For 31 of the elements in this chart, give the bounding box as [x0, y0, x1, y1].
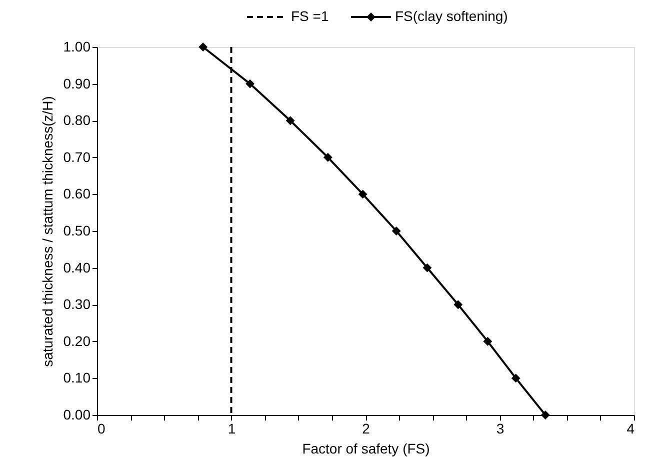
y-tick-label: 0.10	[63, 370, 91, 386]
y-tick-label: 0.30	[63, 296, 91, 312]
x-tick-label: 3	[496, 420, 504, 436]
y-tick-label: 0.60	[63, 186, 91, 202]
point	[392, 226, 401, 236]
point	[358, 190, 368, 199]
legend-label: FS =1	[291, 8, 329, 24]
point	[483, 336, 492, 346]
legend-label: FS(clay softening)	[395, 8, 508, 24]
x-tick-label: 0	[98, 420, 106, 436]
x-tick-label: 4	[626, 420, 635, 436]
point	[286, 116, 295, 126]
y-tick-label: 1.00	[63, 38, 91, 54]
point	[323, 152, 332, 162]
point	[246, 79, 255, 88]
y-tick-label: 0.40	[63, 259, 91, 276]
point	[511, 374, 520, 383]
x-tick-label: 1	[228, 420, 236, 436]
y-axis-title: saturated thickness / stattum thickness(z/H)	[39, 96, 56, 367]
y-tick-label: 0.00	[63, 406, 91, 422]
y-tick-label: 0.50	[63, 222, 91, 238]
x-axis-title: Factor of safety (FS)	[302, 440, 430, 456]
y-tick-label: 0.90	[63, 75, 91, 92]
y-tick-label: 0.80	[63, 112, 91, 128]
point	[540, 410, 550, 420]
point	[454, 300, 463, 310]
y-tick-label: 0.70	[63, 148, 91, 165]
y-tick-label: 0.20	[63, 332, 91, 349]
x-tick-label: 2	[362, 420, 370, 436]
point	[422, 263, 432, 272]
point	[198, 42, 208, 52]
